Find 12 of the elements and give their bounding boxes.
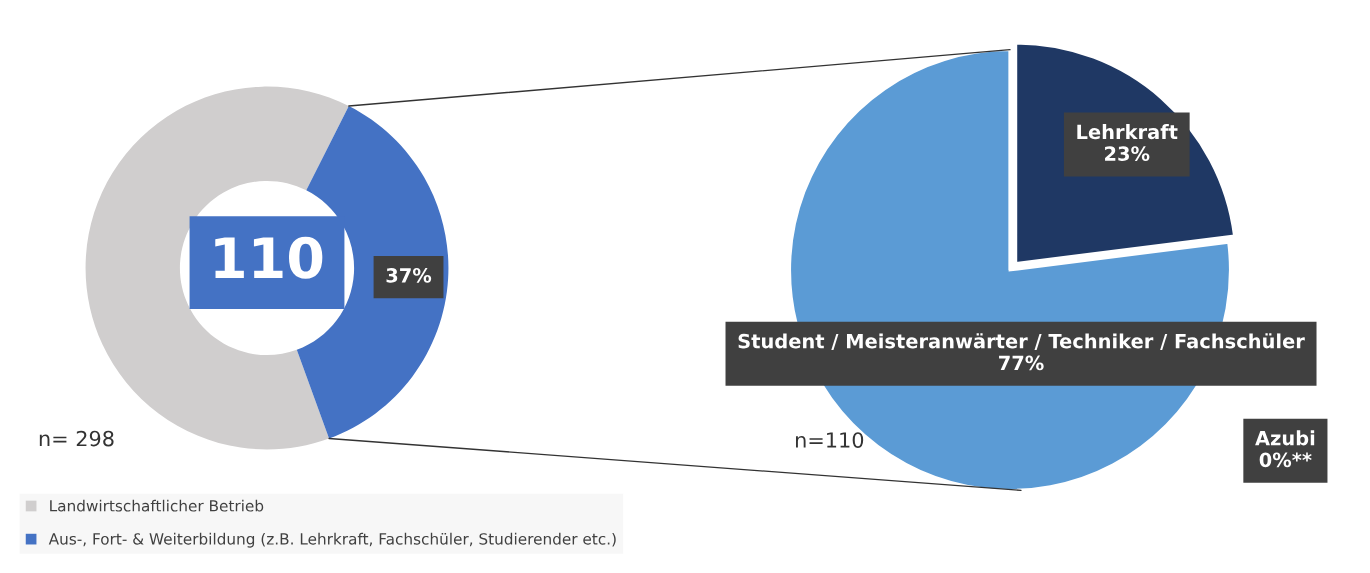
slice-label: Student / Meisteranwärter / Techniker / Fachschüler [738, 333, 1305, 350]
data-label: 23% [1105, 146, 1150, 161]
category-label: Azubi [1255, 430, 1315, 446]
data-label: 37% [386, 268, 432, 283]
legend-label: Landwirtschaftlicher Betrieb [50, 499, 264, 512]
slice-label: Lehrkraft [1077, 124, 1178, 140]
text: n=110 [796, 432, 864, 448]
text: 0%** [1259, 452, 1312, 468]
data-label: 77% [999, 355, 1044, 371]
legend-label: Aus-, Fort- & Weiterbildung (z.B. Lehrkraft, Fachschüler, Studierender etc.) [48, 532, 616, 548]
text: 110 [215, 236, 323, 279]
text: n= 298 [39, 430, 114, 447]
